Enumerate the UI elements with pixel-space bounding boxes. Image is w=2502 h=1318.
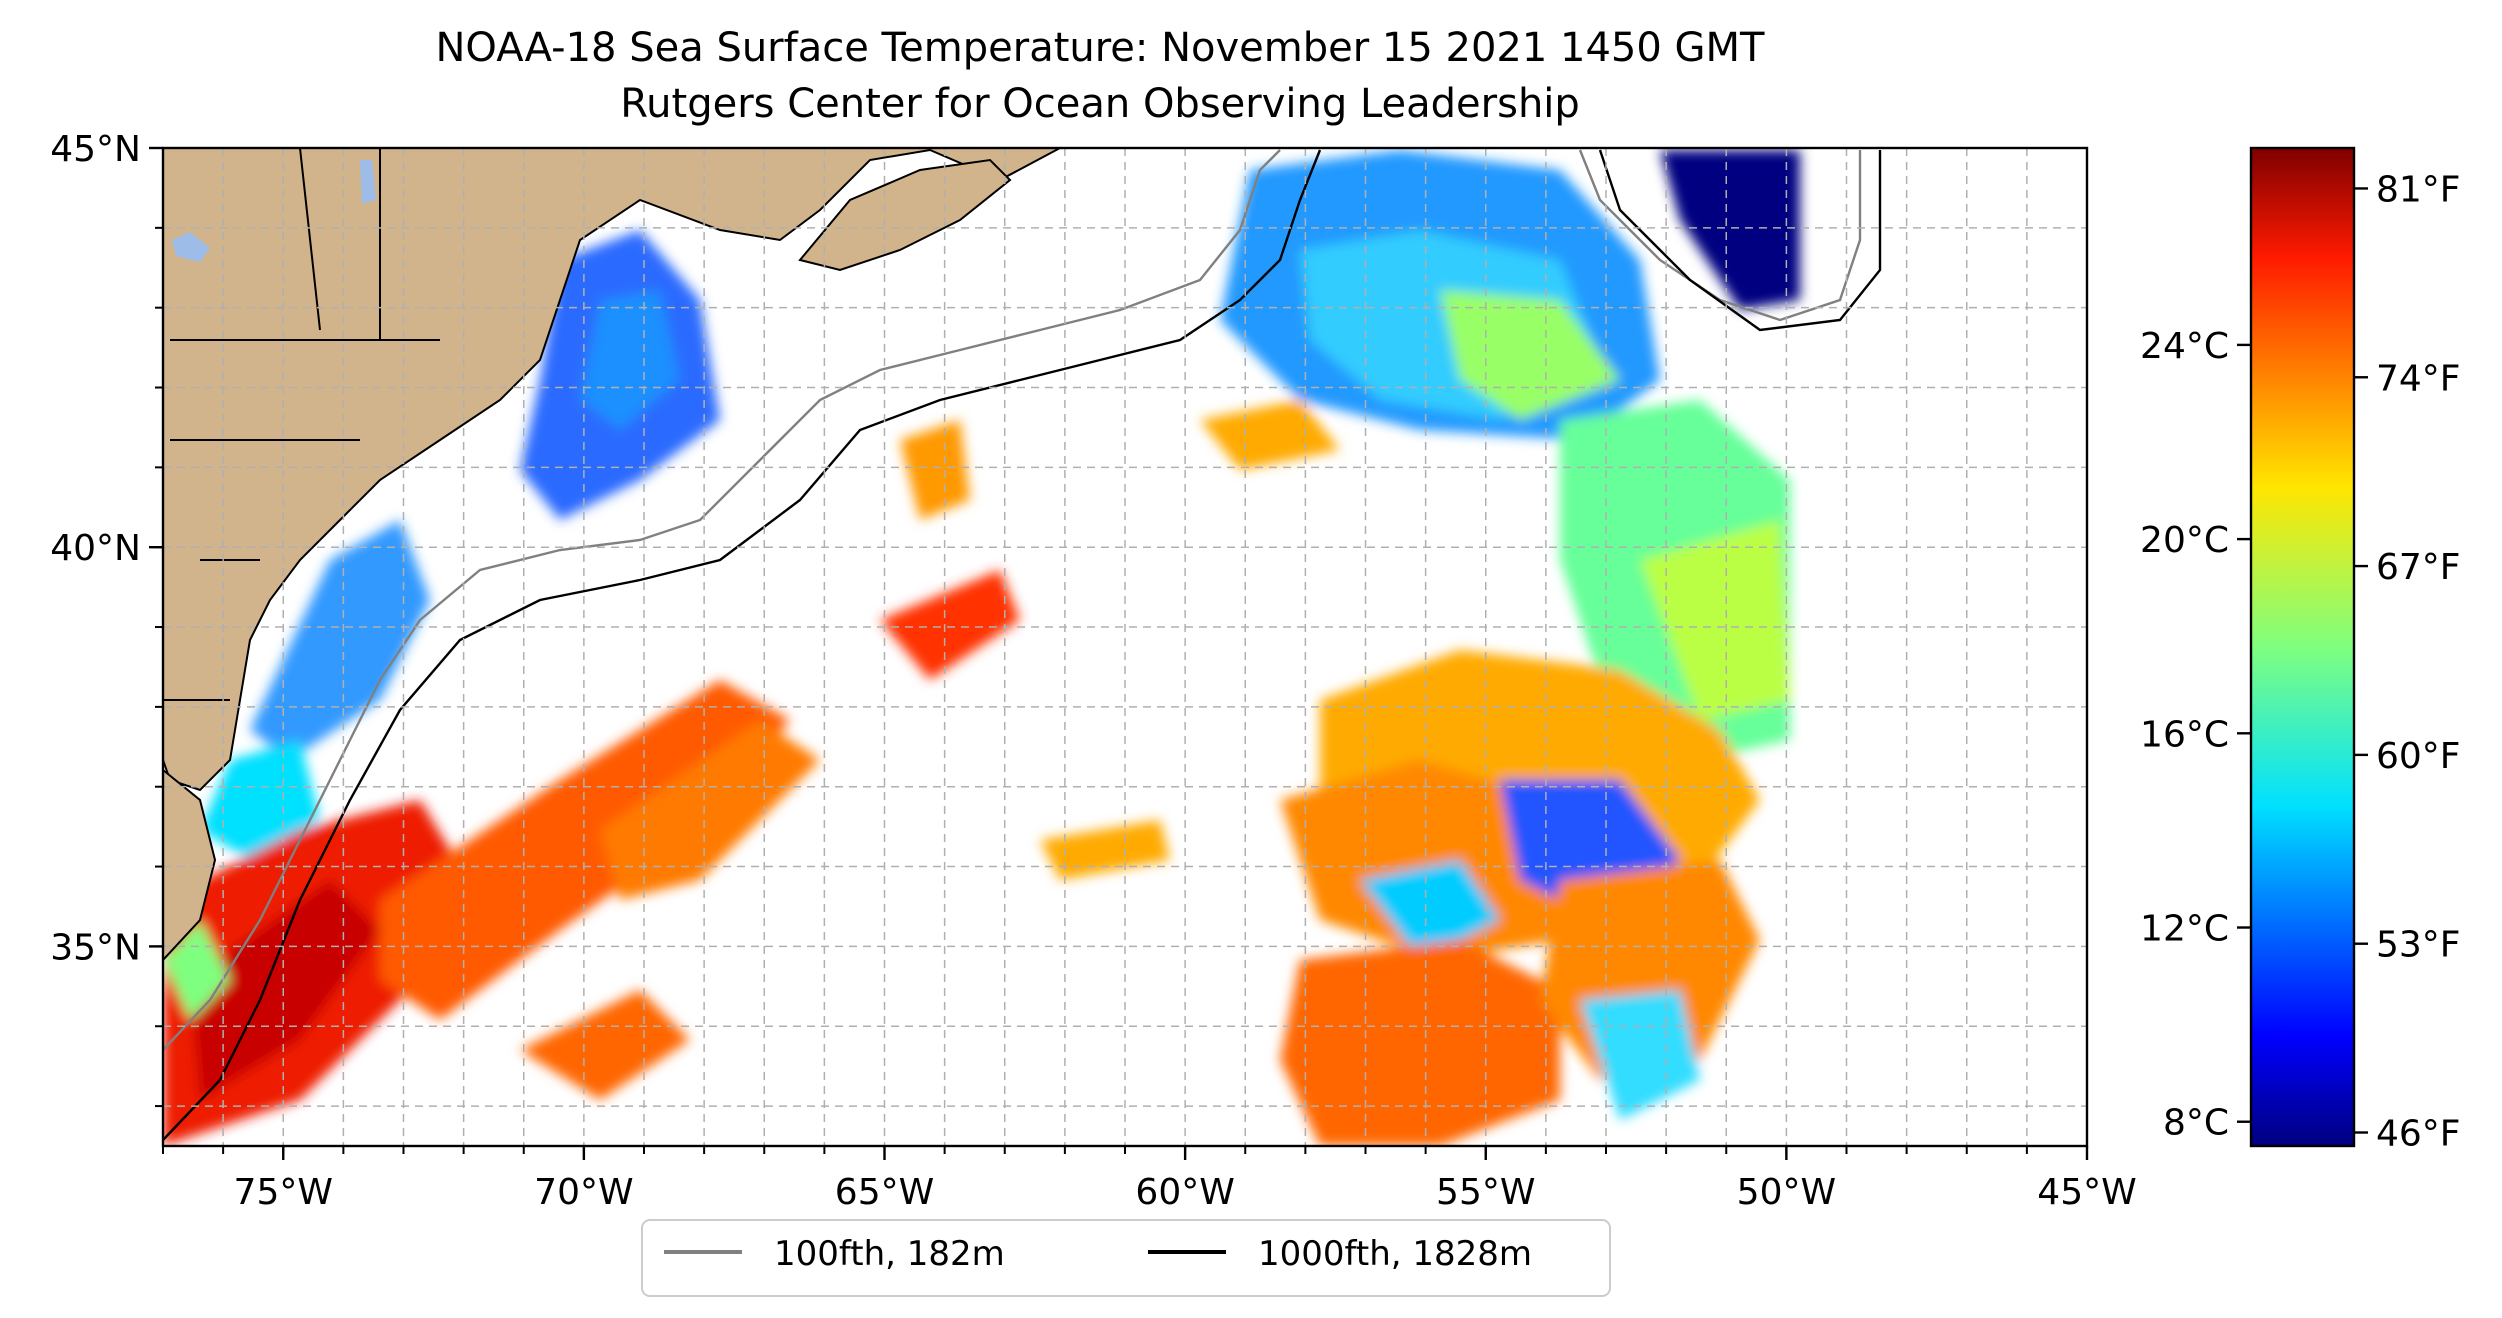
- legend-box: [641, 1219, 1611, 1297]
- lon-tick-label: 60°W: [1135, 1172, 1234, 1213]
- colorbar-ticks: 46°F 53°F 60°F 67°F 74°F 81°F 8°C 12°C 16°C 20°C 2…: [2140, 169, 2460, 1154]
- contour-100fth: [163, 149, 1281, 1051]
- map-title: NOAA-18 Sea Surface Temperature: Novembe…: [435, 25, 1765, 71]
- fahrenheit-tick-label: 81°F: [2376, 169, 2461, 210]
- lon-tick-label: 50°W: [1737, 1172, 1836, 1213]
- map-area: [163, 148, 2087, 1146]
- lon-tick-label: 65°W: [835, 1172, 934, 1213]
- fahrenheit-tick-label: 74°F: [2376, 358, 2461, 399]
- gridlines: [163, 148, 2087, 1146]
- celsius-tick-label: 12°C: [2140, 909, 2229, 950]
- legend-label-100fth: 100fth, 182m: [774, 1234, 1005, 1274]
- lon-tick-label: 75°W: [234, 1172, 333, 1213]
- lat-tick-label: 40°N: [50, 528, 141, 569]
- celsius-tick-label: 24°C: [2140, 326, 2229, 367]
- colorbar: 46°F 53°F 60°F 67°F 74°F 81°F 8°C 12°C 16°C 20°C 2…: [2140, 146, 2461, 1155]
- fahrenheit-tick-label: 67°F: [2376, 547, 2461, 588]
- map-axis-ticks: 75°W 70°W 65°W 60°W 55°W 50°W 45°W 35°N 40°N 45°N: [50, 129, 2136, 1213]
- lat-tick-label: 35°N: [50, 927, 141, 968]
- map-subtitle: Rutgers Center for Ocean Observing Leade…: [620, 81, 1580, 127]
- bathymetry-contours: [163, 149, 1882, 1141]
- lon-tick-label: 70°W: [534, 1172, 633, 1213]
- legend-label-1000fth: 1000fth, 1828m: [1258, 1234, 1532, 1274]
- lon-tick-label: 55°W: [1436, 1172, 1535, 1213]
- sst-data-layer: [163, 150, 1800, 1146]
- contour-1000fth: [163, 149, 1322, 1141]
- fahrenheit-tick-label: 60°F: [2376, 736, 2461, 777]
- legend: 100fth, 182m 1000fth, 1828m: [641, 1219, 1611, 1297]
- celsius-tick-label: 8°C: [2163, 1103, 2229, 1144]
- lon-tick-label: 45°W: [2037, 1172, 2136, 1213]
- celsius-tick-label: 16°C: [2140, 714, 2229, 755]
- fahrenheit-tick-label: 53°F: [2376, 925, 2461, 966]
- celsius-tick-label: 20°C: [2140, 520, 2229, 561]
- lat-tick-label: 45°N: [50, 129, 141, 170]
- land-mass: [163, 148, 1061, 962]
- colorbar-gradient: [2249, 146, 2356, 1148]
- fahrenheit-tick-label: 46°F: [2376, 1114, 2461, 1155]
